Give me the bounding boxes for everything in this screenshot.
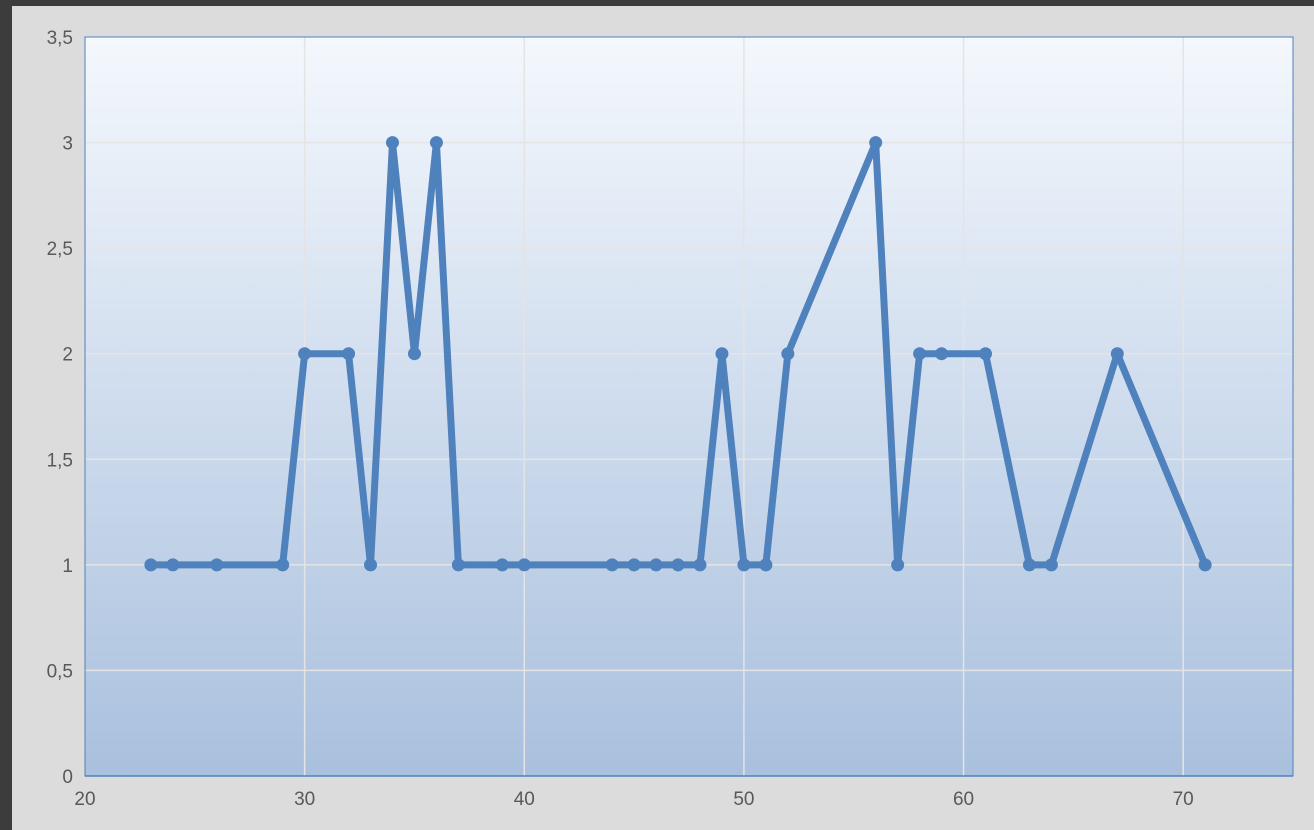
- data-point: [649, 558, 663, 572]
- x-tick-label: 30: [294, 789, 315, 810]
- x-tick-label: 50: [733, 789, 754, 810]
- data-point: [715, 347, 729, 361]
- data-point: [364, 558, 378, 572]
- data-point: [935, 347, 949, 361]
- y-tick-label: 0: [62, 767, 73, 788]
- y-tick-label: 0,5: [47, 661, 73, 682]
- data-point: [913, 347, 927, 361]
- data-point: [781, 347, 795, 361]
- line-chart: 0 0,5 1 1,5 2 2,5 3 3,5 20 30 40 50 60 70: [47, 28, 1294, 810]
- data-point: [1022, 558, 1036, 572]
- chart-frame: 0 0,5 1 1,5 2 2,5 3 3,5 20 30 40 50 60 70: [12, 6, 1314, 830]
- data-point: [891, 558, 905, 572]
- x-tick-label: 70: [1173, 789, 1194, 810]
- y-tick-label: 1: [62, 556, 73, 577]
- data-point: [385, 136, 399, 150]
- y-tick-label: 2: [62, 345, 73, 366]
- data-point: [605, 558, 619, 572]
- data-point: [451, 558, 465, 572]
- data-point: [495, 558, 509, 572]
- data-point: [429, 136, 443, 150]
- y-tick-label: 3,5: [47, 28, 73, 49]
- y-tick-label: 2,5: [47, 239, 73, 260]
- data-point: [342, 347, 356, 361]
- axes: 0 0,5 1 1,5 2 2,5 3 3,5 20 30 40 50 60 70: [47, 28, 1293, 810]
- x-tick-label: 20: [74, 789, 95, 810]
- data-point: [759, 558, 773, 572]
- y-tick-label: 1,5: [47, 450, 73, 471]
- data-point: [517, 558, 531, 572]
- data-point: [979, 347, 993, 361]
- data-point: [671, 558, 685, 572]
- data-point: [144, 558, 158, 572]
- data-point: [693, 558, 707, 572]
- data-point: [737, 558, 751, 572]
- data-point: [276, 558, 290, 572]
- data-point: [298, 347, 312, 361]
- plot-area: [85, 37, 1293, 776]
- data-point: [1110, 347, 1124, 361]
- data-point: [627, 558, 641, 572]
- y-tick-label: 3: [62, 134, 73, 155]
- x-tick-label: 40: [514, 789, 535, 810]
- data-point: [407, 347, 421, 361]
- data-point: [1198, 558, 1212, 572]
- data-point: [869, 136, 883, 150]
- data-point: [166, 558, 180, 572]
- x-tick-label: 60: [953, 789, 974, 810]
- series-layer: [144, 136, 1212, 572]
- data-point: [210, 558, 224, 572]
- data-point: [1044, 558, 1058, 572]
